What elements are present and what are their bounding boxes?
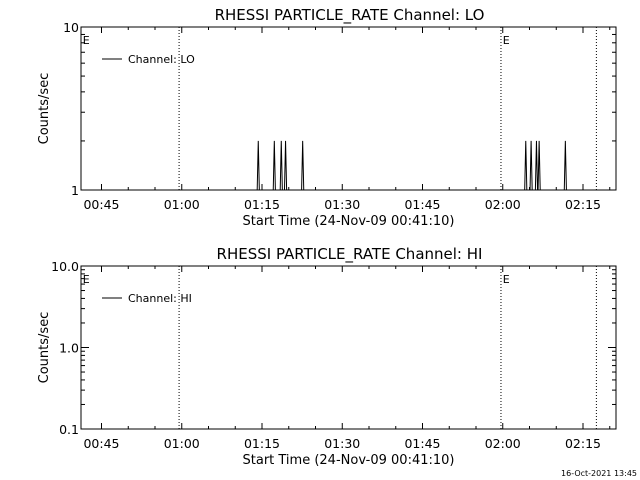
x-tick-label: 01:30: [324, 436, 360, 451]
event-marker-label: E: [503, 34, 510, 47]
generation-timestamp: 16-Oct-2021 13:45: [561, 469, 637, 478]
x-tick-label: 01:15: [244, 436, 280, 451]
x-tick-label: 01:00: [164, 436, 200, 451]
y-axis-label: Counts/sec: [37, 312, 52, 384]
x-tick-label: 01:45: [404, 197, 440, 212]
x-tick-label: 00:45: [83, 197, 119, 212]
x-tick-label: 02:15: [565, 436, 601, 451]
event-marker-label: E: [83, 34, 90, 47]
series-line: [256, 140, 567, 191]
x-tick-label: 01:45: [404, 436, 440, 451]
chart-title: RHESSI PARTICLE_RATE Channel: HI: [217, 245, 483, 264]
y-tick-label: 1: [71, 183, 79, 198]
y-tick-label: 10: [63, 20, 79, 35]
x-tick-label: 01:15: [244, 197, 280, 212]
legend-label: Channel: HI: [128, 292, 192, 305]
y-tick-label: 10.0: [51, 259, 79, 274]
legend-label: Channel: LO: [128, 53, 195, 66]
x-tick-label: 02:15: [565, 197, 601, 212]
y-tick-label: 1.0: [59, 341, 79, 356]
x-tick-label: 01:30: [324, 197, 360, 212]
panel-lo: RHESSI PARTICLE_RATE Channel: LO Start Ti…: [37, 6, 617, 229]
event-marker-label: E: [83, 273, 90, 286]
x-axis-label: Start Time (24-Nov-09 00:41:10): [243, 214, 455, 229]
event-marker-label: E: [503, 273, 510, 286]
plot-frame: [80, 265, 617, 430]
panel-hi: RHESSI PARTICLE_RATE Channel: HI Start Ti…: [37, 245, 617, 468]
x-tick-label: 02:00: [485, 436, 521, 451]
chart-title: RHESSI PARTICLE_RATE Channel: LO: [215, 6, 485, 25]
y-axis-label: Counts/sec: [37, 73, 52, 145]
x-axis-label: Start Time (24-Nov-09 00:41:10): [243, 453, 455, 468]
x-tick-label: 00:45: [83, 436, 119, 451]
x-tick-label: 01:00: [164, 197, 200, 212]
x-tick-label: 02:00: [485, 197, 521, 212]
y-tick-label: 0.1: [59, 422, 79, 437]
